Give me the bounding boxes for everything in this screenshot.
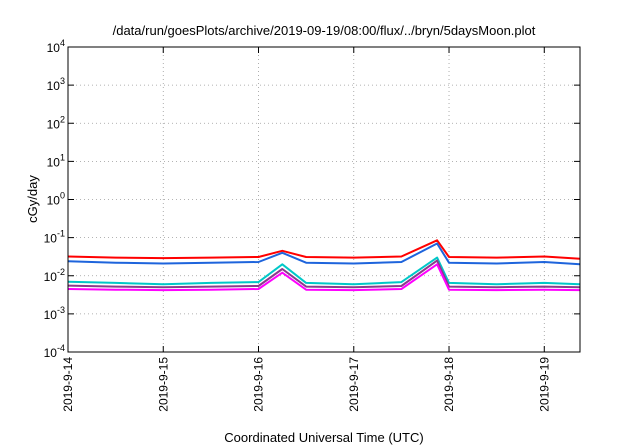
y-axis: 104 103 102 101 100 10-1 10-2 10-3 10-4 [44, 38, 580, 360]
series-group [67, 239, 581, 292]
y-tick-label: 104 [47, 38, 65, 55]
series-line-2 [67, 242, 581, 266]
y-tick-label: 10-2 [44, 267, 65, 284]
series-line-4 [67, 259, 581, 289]
x-tick-label: 2019-9-16 [252, 357, 266, 412]
x-tick-label: 2019-9-15 [156, 357, 170, 412]
x-tick-label: 2019-9-17 [347, 357, 361, 412]
x-tick-label: 2019-9-19 [537, 357, 551, 412]
y-tick-label: 10-3 [44, 305, 65, 322]
y-tick-label: 10-1 [44, 229, 65, 246]
y-tick-label: 101 [47, 152, 65, 169]
series-line-3 [67, 256, 581, 286]
series-line-1 [67, 239, 581, 260]
x-axis-label: Coordinated Universal Time (UTC) [224, 430, 423, 445]
x-tick-label: 2019-9-18 [442, 357, 456, 412]
y-tick-label: 103 [47, 76, 65, 93]
y-tick-label: 10-4 [44, 343, 65, 360]
x-tick-label: 2019-9-14 [61, 357, 75, 412]
series-line-5 [67, 263, 581, 292]
y-axis-label: cGy/day [25, 175, 40, 223]
y-tick-label: 102 [47, 114, 65, 131]
grid [67, 46, 580, 353]
y-tick-label: 100 [47, 191, 65, 208]
chart-title: /data/run/goesPlots/archive/2019-09-19/0… [113, 23, 536, 38]
x-axis: 2019-9-14 2019-9-15 2019-9-16 2019-9-17 2019… [61, 47, 551, 412]
